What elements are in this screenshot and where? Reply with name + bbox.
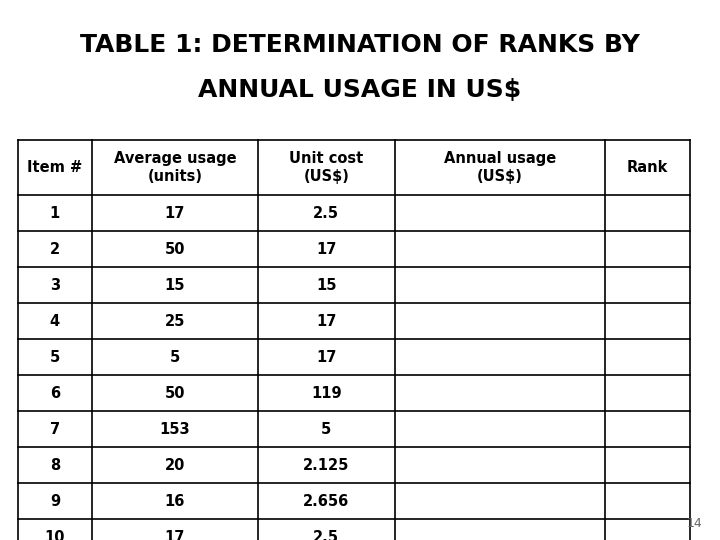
Text: 2.5: 2.5 xyxy=(313,530,339,540)
Text: 17: 17 xyxy=(316,349,336,364)
Text: 15: 15 xyxy=(316,278,336,293)
Text: 9: 9 xyxy=(50,494,60,509)
Text: Average usage
(units): Average usage (units) xyxy=(114,151,236,184)
Text: 2.5: 2.5 xyxy=(313,206,339,220)
Text: 5: 5 xyxy=(321,422,331,436)
Text: TABLE 1: DETERMINATION OF RANKS BY: TABLE 1: DETERMINATION OF RANKS BY xyxy=(80,33,640,57)
Text: 5: 5 xyxy=(170,349,180,364)
Text: 4: 4 xyxy=(50,314,60,328)
Text: 10: 10 xyxy=(45,530,66,540)
Text: 2.125: 2.125 xyxy=(303,457,349,472)
Text: 17: 17 xyxy=(165,206,185,220)
Text: 153: 153 xyxy=(160,422,190,436)
Text: 20: 20 xyxy=(165,457,185,472)
Text: 2.656: 2.656 xyxy=(303,494,349,509)
Text: 14: 14 xyxy=(686,517,702,530)
Text: 2: 2 xyxy=(50,241,60,256)
Text: 7: 7 xyxy=(50,422,60,436)
Text: 25: 25 xyxy=(165,314,185,328)
Text: 15: 15 xyxy=(165,278,185,293)
Text: 1: 1 xyxy=(50,206,60,220)
Text: 8: 8 xyxy=(50,457,60,472)
Text: Annual usage
(US$): Annual usage (US$) xyxy=(444,151,556,184)
Text: ANNUAL USAGE IN US$: ANNUAL USAGE IN US$ xyxy=(199,78,521,102)
Text: Rank: Rank xyxy=(627,160,668,175)
Text: 17: 17 xyxy=(165,530,185,540)
Text: 3: 3 xyxy=(50,278,60,293)
Text: 17: 17 xyxy=(316,314,336,328)
Text: 50: 50 xyxy=(165,386,185,401)
Text: Item #: Item # xyxy=(27,160,83,175)
Text: Unit cost
(US$): Unit cost (US$) xyxy=(289,151,364,184)
Text: 16: 16 xyxy=(165,494,185,509)
Text: 6: 6 xyxy=(50,386,60,401)
Text: 17: 17 xyxy=(316,241,336,256)
Text: 50: 50 xyxy=(165,241,185,256)
Text: 5: 5 xyxy=(50,349,60,364)
Text: 119: 119 xyxy=(311,386,341,401)
